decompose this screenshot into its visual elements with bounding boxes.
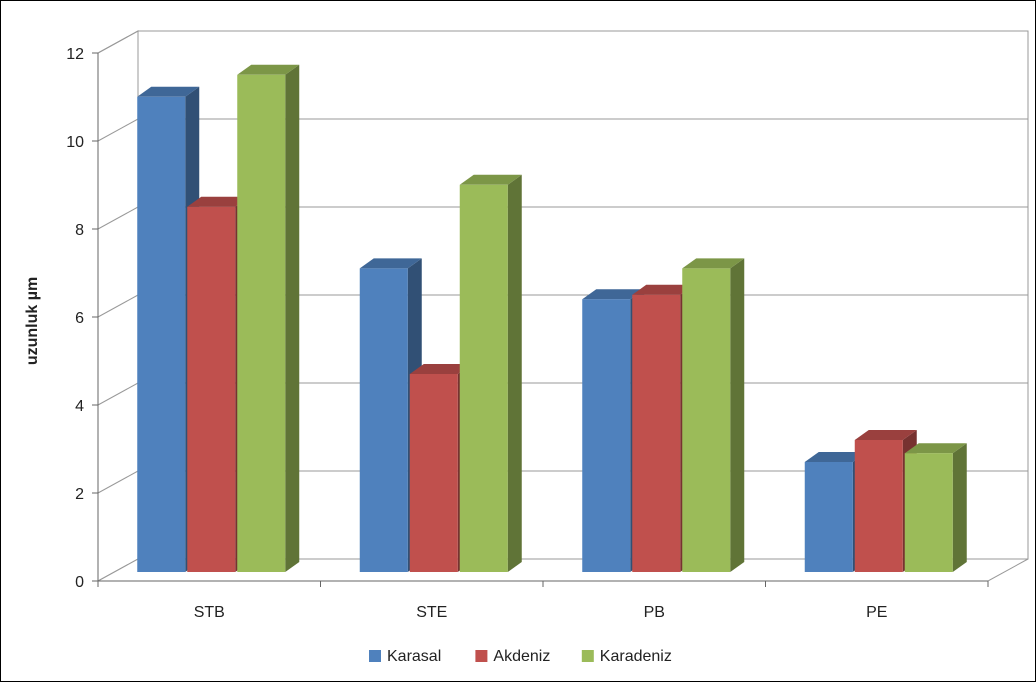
bar-top [409,364,472,374]
legend-label: Karadeniz [600,648,672,665]
legend-label: Karasal [387,648,441,665]
bar-top [904,443,967,454]
bar-front [854,440,903,572]
bar-top [804,452,867,462]
bar-front [904,453,953,572]
bar [682,258,745,572]
bar-front [582,299,631,572]
bar-side [730,258,745,572]
bar-front [459,184,508,573]
y-tick-label: 8 [75,222,84,239]
bar-top [359,258,422,269]
bars [137,64,967,573]
x-tick-label: STB [194,604,225,621]
bar-top [582,289,645,300]
gridline-side [97,382,139,406]
bar-top [459,174,522,185]
x-tick-label: PB [644,604,665,621]
bar [459,174,522,573]
legend-swatch [369,650,381,662]
bar-top [854,430,917,440]
y-tick-label: 6 [75,310,84,327]
y-tick-label: 10 [66,134,84,151]
legend-swatch [475,650,488,662]
bar-top [632,284,695,295]
bar-side [507,174,522,573]
legend-swatch [581,650,594,662]
y-tick-label: 12 [66,46,84,63]
y-tick-label: 2 [75,486,84,503]
bar-side [952,443,967,572]
bar-top [137,86,200,97]
legend-label: Akdeniz [493,648,550,665]
bar-front [237,74,286,573]
bar-front [359,268,408,572]
y-tick-label: 4 [75,398,84,415]
gridline-side [97,470,139,494]
x-tick-label: STE [416,604,447,621]
bar-top [682,258,745,269]
bar-top [237,64,300,75]
bar-front [632,294,681,572]
bar [237,64,300,573]
bar-side [285,64,300,573]
bar-front [804,462,853,572]
bar-top [187,196,250,207]
bar-front [137,96,186,573]
bar-front [682,268,731,572]
bar-front [187,206,236,573]
axes: 0 2 4 6 8 10 12 STB STE PB PE [66,46,989,621]
gridline-side [97,30,139,54]
bar-front [409,374,458,572]
bar [904,443,967,572]
y-tick-label: 0 [75,574,84,591]
y-axis-label: uzunluk µm [24,277,41,365]
legend: Karasal Akdeniz Karadeniz [369,648,672,665]
x-tick-label: PE [866,604,887,621]
gridline-side [97,118,139,142]
gridline-side [97,206,139,230]
gridline-side [97,294,139,318]
